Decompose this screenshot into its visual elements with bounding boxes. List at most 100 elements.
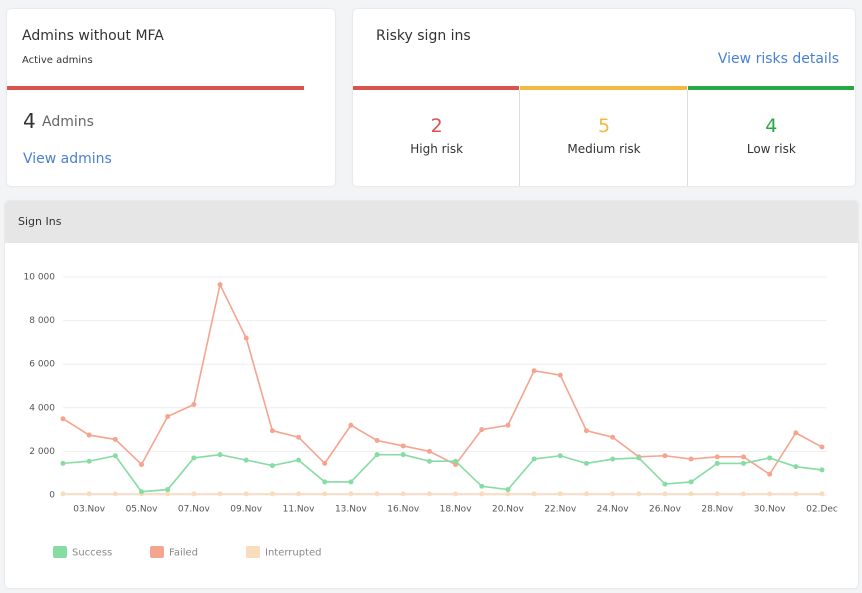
data-point [86, 432, 92, 438]
legend-label: Interrupted [265, 548, 322, 559]
data-point [400, 443, 406, 449]
y-tick-label: 6 000 [29, 360, 55, 370]
data-point [60, 460, 66, 466]
data-point [531, 456, 537, 462]
card-subtitle: Active admins [22, 55, 93, 66]
data-point [426, 458, 432, 464]
data-point [662, 481, 668, 487]
risky-card: Risky sign ins View risks details 2 High … [353, 9, 855, 186]
chart-header [5, 201, 858, 243]
data-point [557, 453, 563, 459]
x-tick-label: 26.Nov [649, 505, 682, 515]
x-tick-label: 13.Nov [335, 505, 368, 515]
legend-label: Success [72, 548, 112, 559]
data-point [348, 491, 354, 497]
data-point [374, 452, 380, 458]
data-point [714, 454, 720, 460]
data-point [426, 491, 432, 497]
data-point [400, 452, 406, 458]
data-point [740, 454, 746, 460]
data-point [112, 491, 118, 497]
view-admins-link[interactable]: View admins [23, 151, 112, 167]
y-tick-label: 10 000 [24, 273, 56, 283]
data-point [557, 491, 563, 497]
data-point [243, 457, 249, 463]
legend-label: Failed [169, 548, 198, 559]
risk-label: Low risk [746, 142, 796, 156]
data-point [243, 335, 249, 341]
series-line [62, 453, 823, 493]
data-point [217, 452, 223, 458]
x-tick-label: 24.Nov [597, 505, 630, 515]
risk-bar [520, 86, 687, 90]
data-point [819, 491, 825, 497]
risk-label: Medium risk [567, 142, 641, 156]
card-title: Risky sign ins [376, 28, 471, 44]
data-point [793, 491, 799, 497]
data-point [191, 455, 197, 461]
x-tick-label: 16.Nov [387, 505, 420, 515]
data-point [165, 487, 171, 493]
data-point [322, 491, 328, 497]
data-point [767, 491, 773, 497]
data-point [479, 483, 485, 489]
chart-card: Sign Ins 0 2 000 4 000 6 000 8 000 10 000 03.N… [5, 201, 858, 588]
risk-count: 2 [430, 115, 443, 137]
data-point [819, 444, 825, 450]
legend-swatch [150, 546, 164, 558]
data-point [714, 491, 720, 497]
data-point [714, 460, 720, 466]
data-point [112, 453, 118, 459]
data-point [662, 453, 668, 459]
data-point [793, 464, 799, 470]
risk-bar [687, 86, 854, 90]
divider [686, 90, 688, 186]
data-point [322, 460, 328, 466]
risk-count: 5 [597, 115, 611, 137]
series-line [62, 282, 823, 476]
x-tick-label: 22.Nov [544, 505, 577, 515]
data-point [269, 428, 275, 434]
x-tick-label: 07.Nov [178, 505, 211, 515]
data-point [348, 422, 354, 428]
x-tick-label: 03.Nov [73, 505, 106, 515]
data-point [112, 436, 118, 442]
data-point [60, 491, 66, 497]
legend-swatch [53, 546, 67, 558]
data-point [531, 368, 537, 374]
x-tick-label: 20.Nov [492, 505, 525, 515]
data-point [217, 491, 223, 497]
data-point [296, 434, 302, 440]
x-tick-label: 30.Nov [754, 505, 787, 515]
divider [519, 90, 521, 186]
data-point [322, 479, 328, 485]
data-point [374, 491, 380, 497]
legend-swatch [246, 546, 260, 558]
data-point [688, 479, 694, 485]
data-point [531, 491, 537, 497]
data-point [243, 491, 249, 497]
data-point [583, 460, 589, 466]
data-point [269, 491, 275, 497]
x-tick-label: 09.Nov [230, 505, 263, 515]
data-point [191, 491, 197, 497]
data-point [86, 458, 92, 464]
risk-bar [353, 86, 520, 90]
data-point [400, 491, 406, 497]
data-point [662, 491, 668, 497]
admin-count: 4 [23, 109, 36, 133]
y-tick-label: 8 000 [29, 316, 55, 326]
view-risks-link[interactable]: View risks details [717, 51, 839, 67]
data-point [793, 430, 799, 436]
data-point [505, 491, 511, 497]
admins-card: Admins without MFA Active admins 4 Admin… [7, 9, 335, 186]
x-tick-label: 11.Nov [283, 505, 316, 515]
data-point [767, 455, 773, 461]
admin-unit: Admins [42, 114, 94, 130]
data-point [583, 491, 589, 497]
x-tick-label: 02.Dec [806, 505, 838, 515]
risk-label: High risk [410, 142, 464, 156]
data-point [505, 487, 511, 493]
data-point [636, 455, 642, 461]
